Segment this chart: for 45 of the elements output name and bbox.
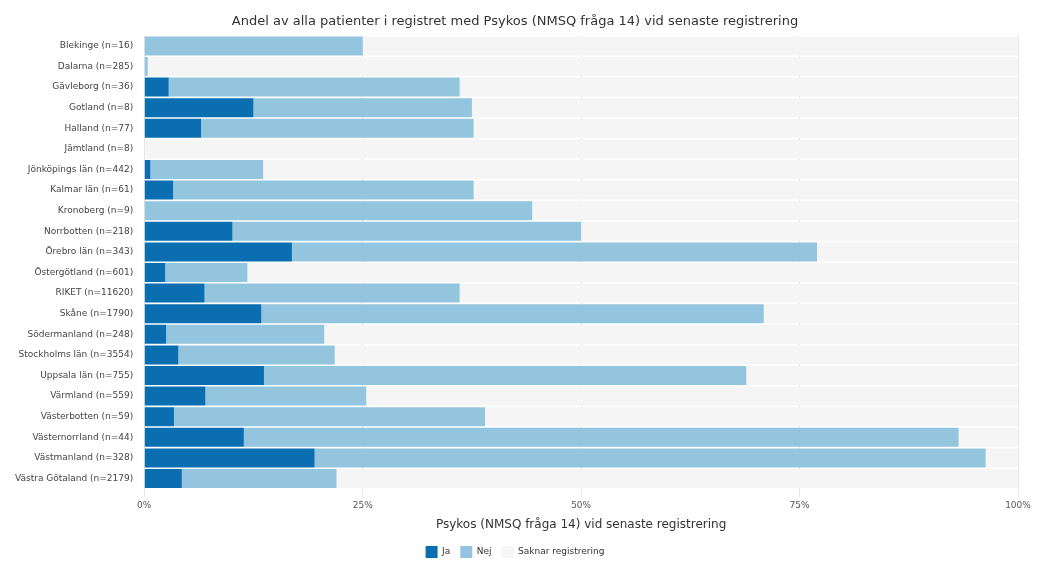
bar <box>144 160 151 179</box>
y-tick-label: Gotland (n=8) <box>68 102 134 113</box>
y-tick-label: Dalarna (n=285) <box>57 60 134 71</box>
y-tick-label: Uppsala län (n=755) <box>40 369 134 380</box>
y-tick-label: Kalmar län (n=61) <box>50 184 134 195</box>
bar <box>150 160 264 179</box>
y-tick-label: Södermanland (n=248) <box>27 328 134 339</box>
y-tick-label: Stockholms län (n=3554) <box>18 349 134 360</box>
bar <box>144 263 166 282</box>
y-tick-label: Västmanland (n=328) <box>34 452 134 463</box>
y-tick-label: Västra Götaland (n=2179) <box>14 472 134 483</box>
y-tick-label: RIKET (n=11620) <box>55 287 134 298</box>
y-tick-label: Gävleborg (n=36) <box>52 81 134 92</box>
bar <box>181 469 337 488</box>
y-tick-label: Östergötland (n=601) <box>34 266 134 277</box>
y-tick-label: Blekinge (n=16) <box>59 40 134 51</box>
legend-label: Ja <box>441 546 451 557</box>
y-tick-label: Västerbotten (n=59) <box>40 411 134 422</box>
y-tick-label: Kronoberg (n=9) <box>57 205 134 216</box>
x-tick-label: 0% <box>137 499 152 510</box>
y-tick-label: Örebro län (n=343) <box>45 246 134 257</box>
y-tick-label: Jämtland (n=8) <box>63 143 134 154</box>
x-tick-label: 75% <box>789 499 811 510</box>
y-tick-label: Halland (n=77) <box>64 122 134 133</box>
y-tick-label: Värmland (n=559) <box>50 390 134 401</box>
bar <box>144 36 363 56</box>
bar <box>144 57 148 76</box>
bar <box>144 469 182 488</box>
y-tick-label: Norrbotten (n=218) <box>43 225 134 236</box>
y-tick-label: Skåne (n=1790) <box>59 308 134 319</box>
x-tick-label: 50% <box>571 499 592 510</box>
x-tick-label: 100% <box>1005 499 1032 510</box>
y-tick-label: Jönköpings län (n=442) <box>26 163 134 174</box>
bar <box>165 263 248 282</box>
bar <box>144 180 174 200</box>
bar <box>336 469 1018 488</box>
x-tick-label: 25% <box>352 499 374 510</box>
legend-label: Nej <box>476 546 492 557</box>
bar <box>247 263 1018 282</box>
legend-label: Saknar registrering <box>518 546 605 557</box>
bar <box>144 118 202 138</box>
bar <box>144 366 264 385</box>
x-axis-title: Psykos (NMSQ fråga 14) vid senaste registrering <box>435 516 727 531</box>
chart-title: Andel av alla patienter i registret med Psykos (NMSQ fråga 14) vid senaste registrering <box>231 13 799 29</box>
y-tick-label: Västernorrland (n=44) <box>32 431 134 442</box>
